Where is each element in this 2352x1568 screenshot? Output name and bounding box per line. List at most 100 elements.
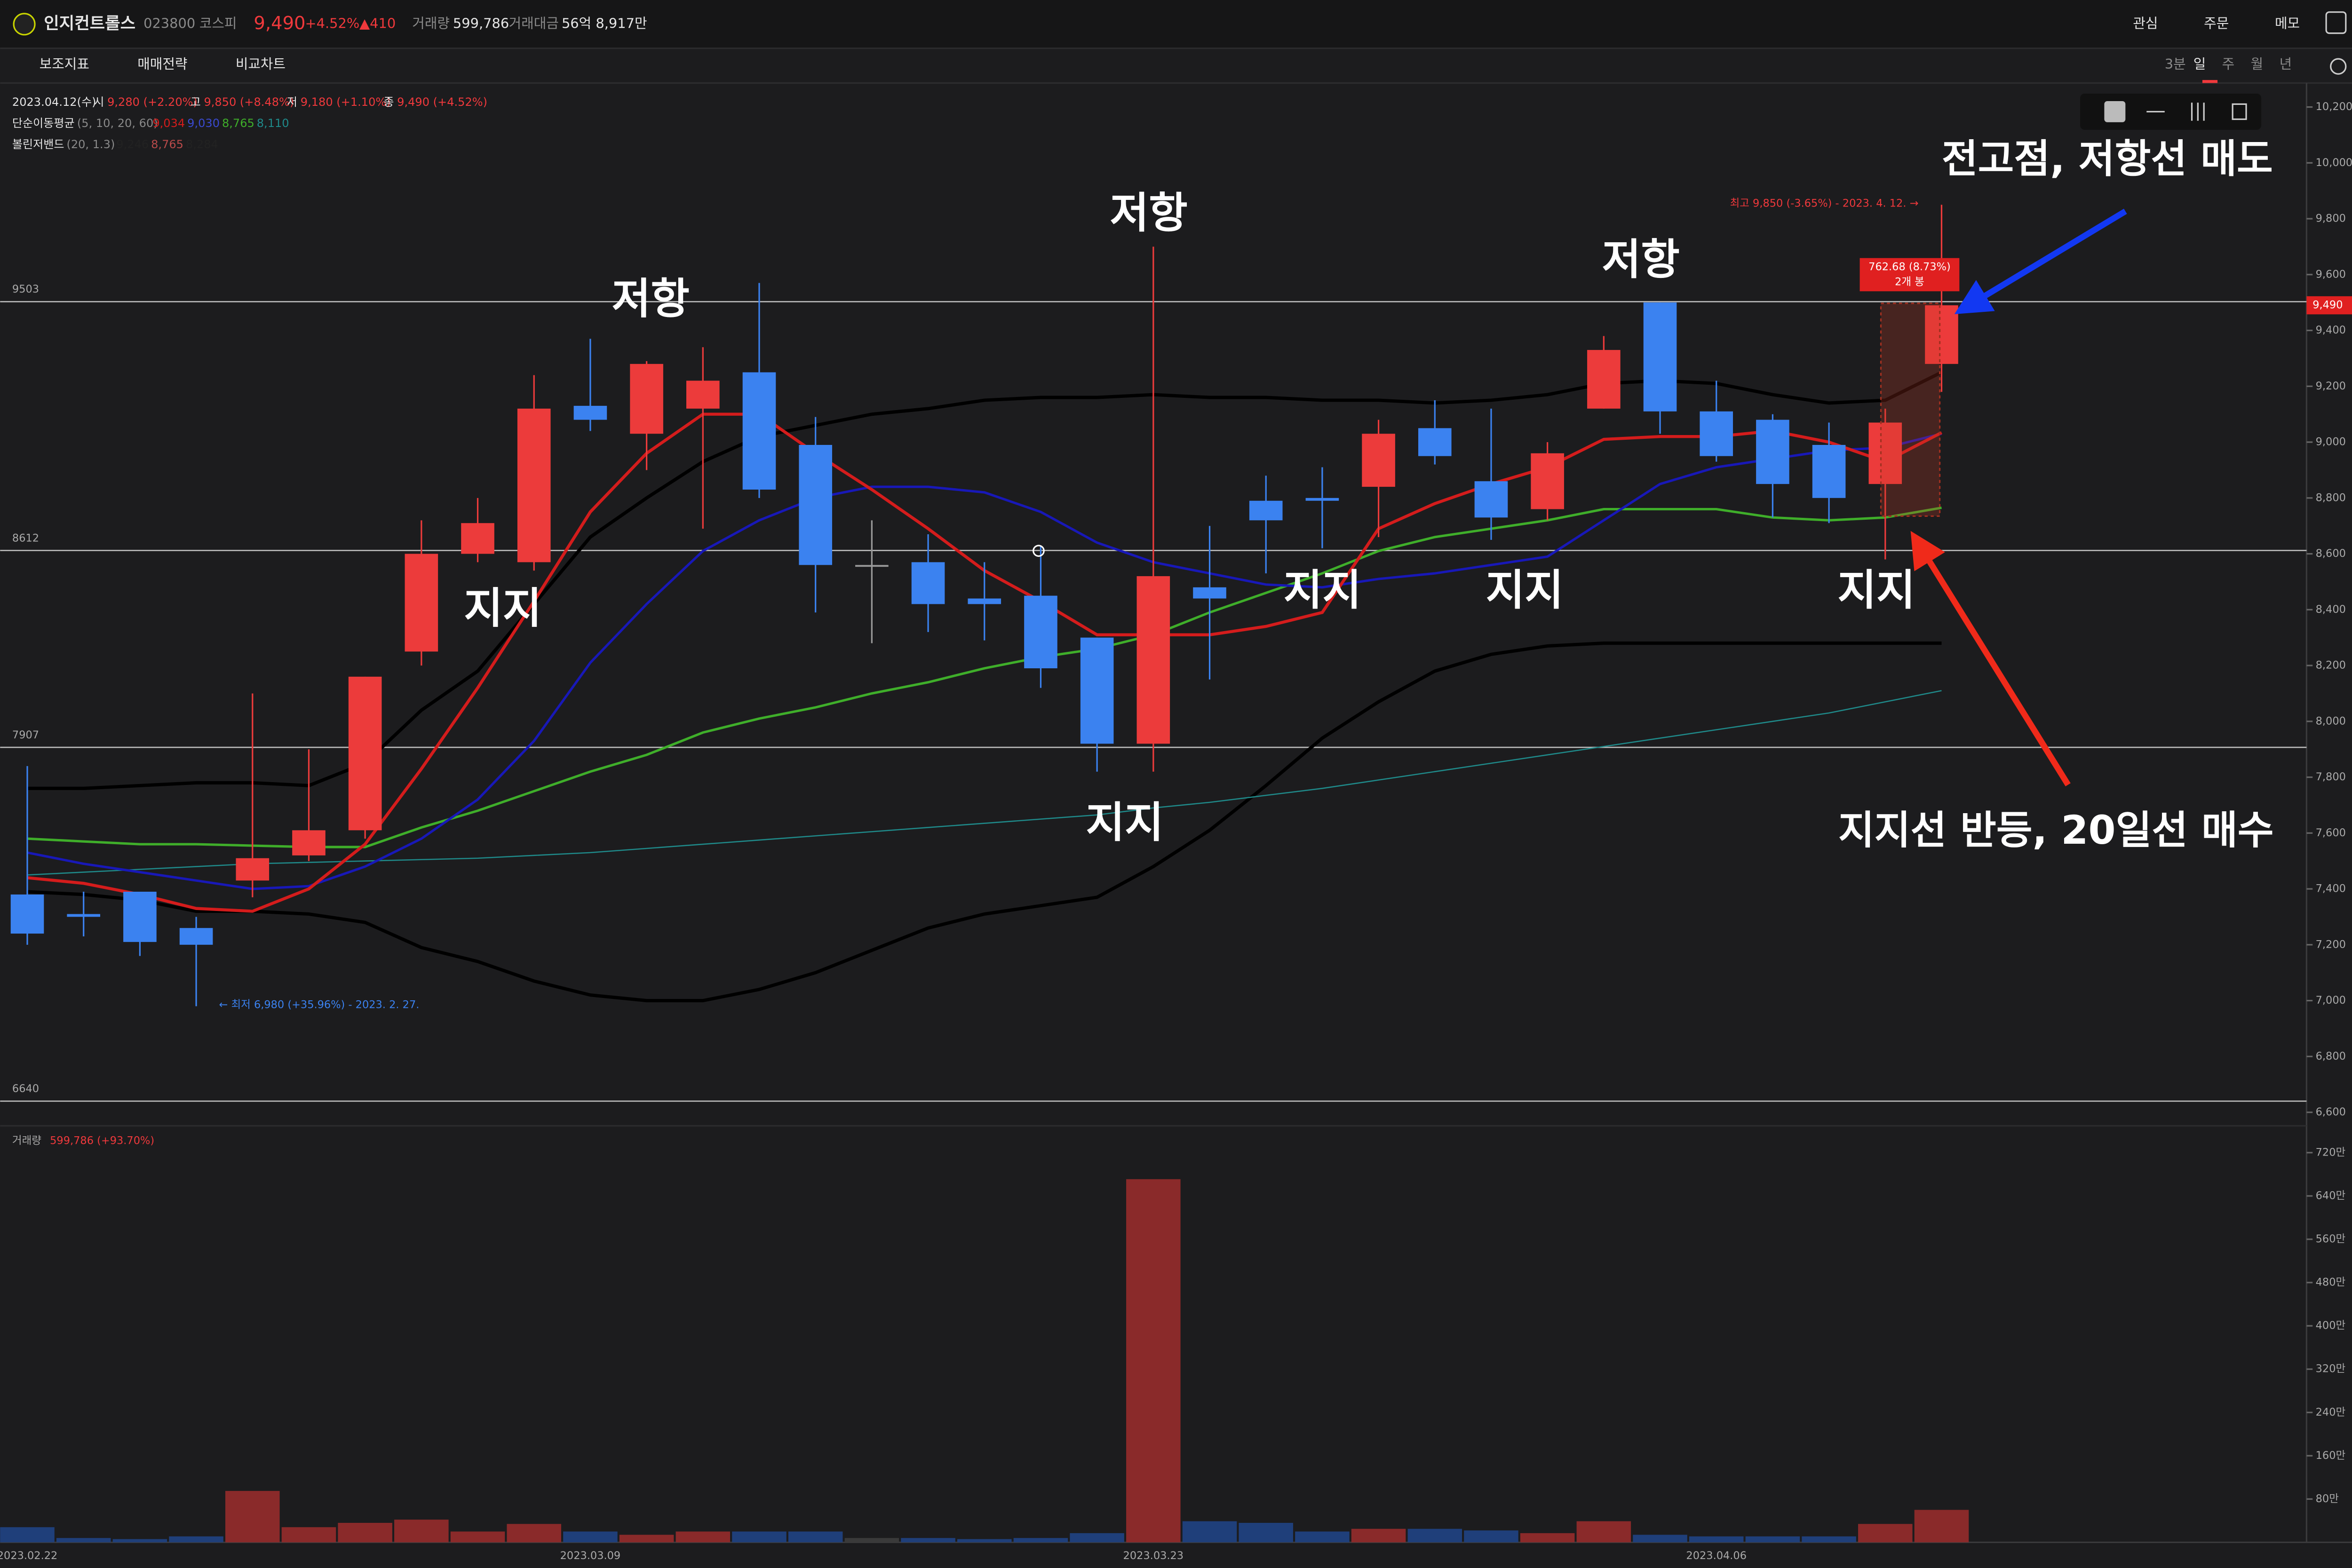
x-tick-label: 2023.04.06 <box>1686 1550 1747 1562</box>
candle-body <box>179 928 213 945</box>
candle-body <box>67 914 101 917</box>
volume-bar <box>1576 1521 1631 1543</box>
horizontal-line-label: 6640 <box>12 1083 39 1095</box>
volume-bar <box>0 1527 55 1543</box>
settings-button[interactable] <box>2191 103 2205 121</box>
candle-body <box>10 894 44 934</box>
stock-code: 023800 <box>143 15 195 31</box>
low-note: ← 최저 6,980 (+35.96%) - 2023. 2. 27. <box>219 999 420 1011</box>
volume-bar <box>788 1531 843 1543</box>
period-button[interactable]: 월 <box>2251 56 2264 72</box>
candle-body <box>742 372 776 490</box>
period-button[interactable]: 일 <box>2193 56 2206 72</box>
price: 9,490 <box>254 13 305 34</box>
volume-bar <box>1745 1536 1800 1543</box>
ohlc-value: 9,850 (+8.48%) <box>204 95 294 109</box>
volume-bar <box>1858 1524 1913 1543</box>
y-tick-label: 8,800 <box>2316 491 2346 504</box>
volume-bar <box>1914 1510 1969 1543</box>
delete-button[interactable] <box>2232 103 2247 120</box>
volume-bar <box>619 1535 674 1543</box>
candle-body <box>292 830 326 855</box>
volume-bar <box>732 1531 787 1543</box>
candle-body <box>405 554 438 652</box>
drawing-toolbar <box>2080 93 2262 130</box>
y-tick-label: 8,000 <box>2316 715 2346 727</box>
candle-body <box>799 445 832 565</box>
y-tick-label: 9,800 <box>2316 213 2346 225</box>
volume-bar <box>1802 1536 1856 1543</box>
color-button[interactable] <box>2104 101 2126 122</box>
ohlc-label: 시 <box>94 95 104 109</box>
candle-body <box>1418 428 1452 456</box>
volume-bar <box>394 1520 449 1543</box>
candle-body <box>573 405 607 420</box>
horizontal-line-label: 9503 <box>12 283 39 295</box>
ma-value: 8,110 <box>257 117 289 130</box>
volume-bar <box>1182 1521 1237 1543</box>
horizontal-line-label: 8612 <box>12 532 39 544</box>
volume-bar <box>1407 1528 1462 1543</box>
settings-icon[interactable] <box>2330 58 2347 75</box>
tool-button[interactable]: 비교차트 <box>236 56 286 72</box>
period-button[interactable]: 주 <box>2222 56 2235 72</box>
header-bar <box>0 0 2352 48</box>
header-action[interactable]: 관심 <box>2133 15 2158 31</box>
annotation: 지지 <box>1284 566 1361 615</box>
volume-bar <box>56 1538 111 1543</box>
candle-body <box>517 408 551 562</box>
y-tick-label: 240만 <box>2316 1406 2346 1418</box>
annotation: 저항 <box>612 275 690 324</box>
header-action[interactable]: 메모 <box>2275 15 2300 31</box>
bb-value: 9,246 <box>116 138 149 151</box>
y-tick-label: 8,400 <box>2316 603 2346 616</box>
ma-title: 단순이동평균 <box>12 117 75 130</box>
y-tick-label: 80만 <box>2316 1493 2339 1505</box>
ma-value: 9,030 <box>187 117 220 130</box>
panel-toggle[interactable] <box>2325 11 2347 34</box>
volume-bar <box>1464 1530 1518 1543</box>
candle-body <box>1756 420 1789 484</box>
x-tick-label: 2023.02.22 <box>0 1550 57 1562</box>
period-button[interactable]: 년 <box>2280 56 2292 72</box>
ohlc-label: 저 <box>287 95 297 109</box>
volume-bar <box>1633 1535 1687 1543</box>
measure-bars: 2개 봉 <box>1895 276 1924 288</box>
header-action[interactable]: 주문 <box>2204 15 2229 31</box>
candle-body <box>1136 576 1170 744</box>
volume-subtitle: 599,786 (+93.70%) <box>50 1134 154 1147</box>
annotation: 지지 <box>464 584 541 633</box>
volume-bar <box>338 1523 392 1543</box>
volume-bar <box>112 1539 167 1543</box>
measure-box <box>1859 258 1960 292</box>
actions: 관심 주문 메모 <box>2133 15 2300 31</box>
tool-button[interactable]: 매매전략 <box>137 56 187 72</box>
volume-bar <box>225 1491 280 1543</box>
y-tick-label: 560만 <box>2316 1233 2346 1245</box>
candle-body <box>911 562 945 604</box>
market: 코스피 <box>199 15 237 31</box>
candle-body <box>1080 637 1114 744</box>
candle-body <box>968 598 1001 604</box>
y-tick-label: 6,800 <box>2316 1050 2346 1062</box>
period-button[interactable]: 3분 <box>2165 56 2186 72</box>
candle-body <box>1531 453 1564 509</box>
price-tag-label: 9,490 <box>2312 299 2343 311</box>
candle-body <box>1249 500 1283 521</box>
indicator-line <box>27 432 1942 890</box>
y-tick-label: 10,200 <box>2316 101 2352 113</box>
ohlc-label: 고 <box>191 95 201 109</box>
y-tick-label: 9,200 <box>2316 380 2346 392</box>
toolbar: 보조지표 매매전략 비교차트 3분 일 주 월 년 <box>40 56 2292 83</box>
ma-value: 8,765 <box>222 117 254 130</box>
bb-title: 볼린저밴드 <box>12 138 64 151</box>
tool-button[interactable]: 보조지표 <box>40 56 89 72</box>
volume-bar <box>1126 1179 1181 1543</box>
y-tick-label: 320만 <box>2316 1363 2346 1375</box>
change-pct: +4.52% <box>305 15 359 31</box>
y-tick-label: 10,000 <box>2316 157 2352 169</box>
horizontal-line-label: 7907 <box>12 729 39 741</box>
annotation: 지지 <box>1837 566 1915 615</box>
